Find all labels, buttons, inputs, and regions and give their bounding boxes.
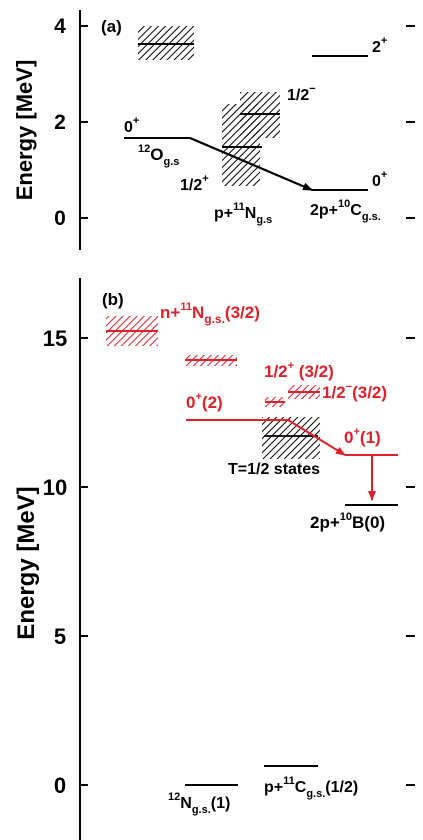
- c10-gs-label: 2p+10Cg.s.: [310, 198, 381, 223]
- b10-label: 2p+10B(0): [310, 511, 385, 532]
- t-half-states-band: [262, 417, 320, 459]
- panel-b-tick-label: 0: [54, 773, 66, 798]
- red-decay-arrow: [287, 419, 346, 456]
- panel-a-label: (a): [101, 17, 122, 36]
- panel-b: 15 10 5 0 Energy [MeV] (b) n+11Ng.s.(3/2…: [13, 278, 415, 840]
- half-minus-label: 1/2−: [287, 83, 316, 104]
- c10-spin-label: 0+: [372, 169, 387, 190]
- panel-a-tick-label: 2: [54, 111, 66, 134]
- panel-b-y-axis-label: Energy [MeV]: [13, 486, 40, 639]
- panel-a-y-axis-label: Energy [MeV]: [12, 60, 37, 201]
- o12-gs-label: 12Og.s: [138, 143, 179, 168]
- panel-a: 4 2 0 Energy [MeV] (a) 0+ 12Og.s 1/2− 1/…: [12, 10, 415, 250]
- o12-spin-label: 0+: [124, 115, 139, 136]
- half-plus-label: 1/2+: [180, 173, 209, 194]
- panel-b-tick-label: 5: [54, 624, 66, 649]
- panel-b-label: (b): [102, 290, 124, 309]
- half-minus-3half-label: 1/2−(3/2): [322, 381, 387, 402]
- o12-decay-arrow: [189, 136, 313, 192]
- panel-b-tick-label: 15: [43, 326, 67, 351]
- c11-gs-label: p+11Cg.s.(1/2): [264, 775, 358, 800]
- n11-3half-label: n+11Ng.s.(3/2): [160, 301, 260, 326]
- two-plus-label: 2+: [372, 35, 387, 56]
- t-half-states-label: T=1/2 states: [228, 461, 320, 478]
- zero-plus-1-label: 0+(1): [344, 426, 381, 447]
- n12-gs-label: 12Ng.s.(1): [168, 791, 230, 816]
- n11-gs-label: p+11Ng.s: [214, 201, 272, 226]
- zero-plus-2-label: 0+(2): [186, 391, 223, 412]
- panel-b-tick-label: 10: [43, 475, 67, 500]
- panel-a-tick-label: 4: [54, 15, 66, 38]
- panel-a-tick-label: 0: [54, 207, 66, 230]
- half-plus-3half-label: 1/2+ (3/2): [264, 360, 334, 381]
